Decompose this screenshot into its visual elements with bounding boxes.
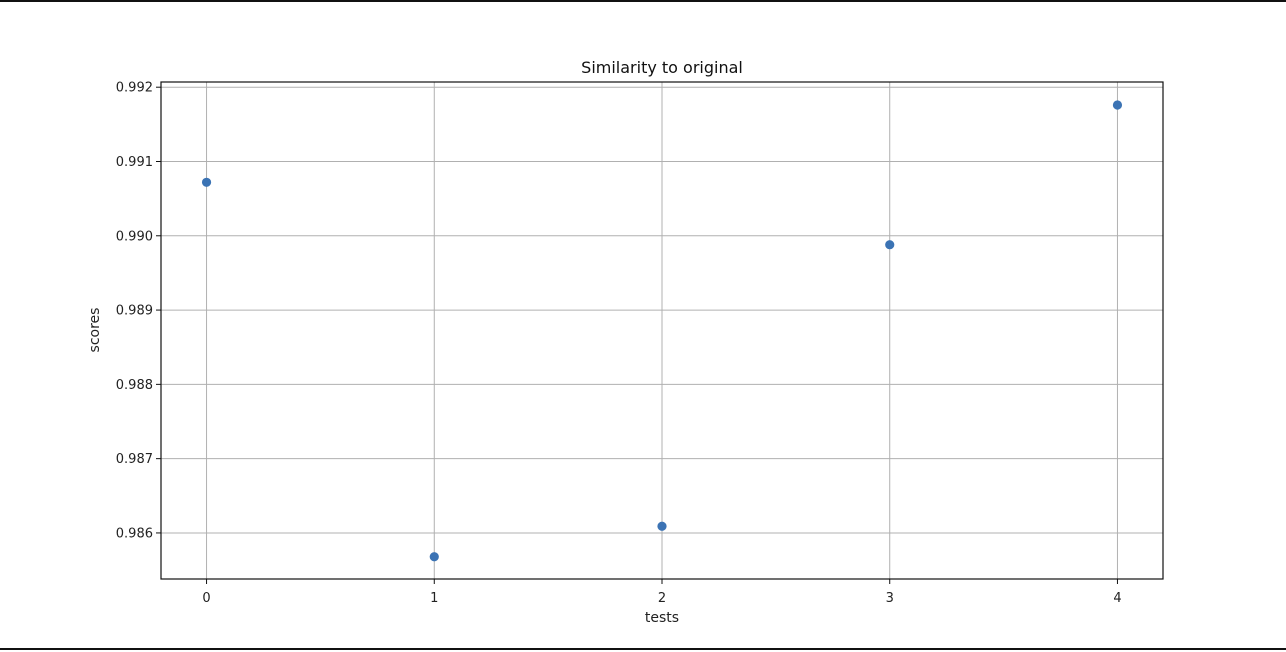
y-tick-label: 0.992: [116, 81, 153, 96]
y-tick-label: 0.986: [116, 526, 153, 541]
x-axis-ticks: 0 1 2 3 4: [202, 579, 1122, 606]
y-tick-label: 0.987: [116, 452, 153, 467]
x-tick-label: 3: [886, 591, 894, 606]
y-axis-label: scores: [87, 308, 103, 353]
chart-title: Similarity to original: [581, 58, 743, 77]
data-point: [885, 240, 895, 250]
y-tick-label: 0.988: [116, 378, 153, 393]
x-tick-label: 0: [202, 591, 210, 606]
y-tick-label: 0.990: [116, 229, 153, 244]
x-tick-label: 1: [430, 591, 438, 606]
data-point: [429, 552, 439, 562]
data-point: [657, 521, 667, 531]
y-axis-ticks: 0.986 0.987 0.988 0.989 0.990 0.991 0.992: [116, 81, 161, 541]
data-point: [201, 177, 212, 187]
grid-layer: [161, 82, 1163, 579]
x-tick-label: 4: [1113, 591, 1121, 606]
x-tick-label: 2: [658, 591, 666, 606]
y-tick-label: 0.991: [116, 155, 153, 170]
x-axis-label: tests: [645, 610, 679, 626]
data-point: [1112, 100, 1123, 110]
y-tick-label: 0.989: [116, 304, 153, 319]
data-points: [201, 100, 1123, 562]
